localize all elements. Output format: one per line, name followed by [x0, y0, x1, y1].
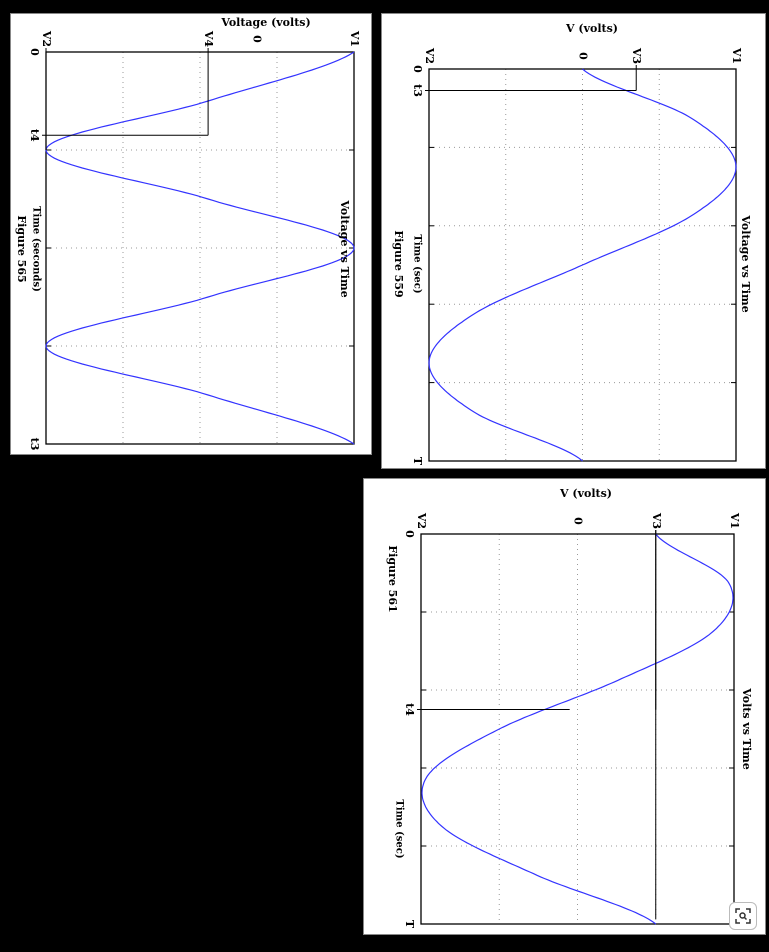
y-axis-label: V (volts) [565, 22, 618, 35]
y-tick-label: V4 [202, 30, 215, 48]
figure-caption: Figure 559 [392, 230, 405, 297]
x-tick-label: 0 [411, 65, 424, 73]
figure-565-panel: V2 V4 0 V1 0 t4 t3 Voltage vs Time Time (seconds… [10, 13, 372, 455]
y-tick-label: V2 [40, 30, 53, 47]
series-line-0 [428, 68, 737, 462]
x-axis-label: Time (sec) [394, 799, 405, 858]
y-tick-label: V3 [650, 512, 663, 529]
figure-559-panel: V2 0 V3 V1 0 t3 T Voltage vs Time Time (sec) Figu… [381, 13, 766, 469]
y-tick-label: V3 [630, 47, 643, 64]
y-tick-label: V1 [728, 512, 741, 529]
y-axis-label: V (volts) [559, 487, 612, 500]
x-tick-label: 0 [403, 530, 416, 538]
y-tick-label: V2 [415, 512, 428, 529]
chart-0: V2 V4 0 V1 0 t4 t3 Voltage vs Time Time (seconds… [15, 16, 361, 451]
y-tick-label: 0 [577, 52, 590, 60]
y-tick-label: 0 [251, 35, 264, 43]
y-axis-label: Voltage (volts) [220, 16, 310, 29]
y-tick-label: 0 [572, 517, 585, 525]
x-tick-label: t3 [411, 84, 424, 97]
plot-area [420, 533, 735, 925]
x-tick-label: t4 [28, 129, 41, 142]
x-axis-label: Time (seconds) [31, 206, 42, 292]
x-axis-label: Time (sec) [412, 234, 423, 293]
chart-title: Volts vs Time [740, 687, 753, 770]
x-tick-label: T [403, 920, 416, 929]
y-tick-label: V1 [348, 30, 361, 47]
chart-title: Voltage vs Time [739, 214, 752, 312]
figure-caption: Figure 565 [15, 215, 28, 282]
series-line-0 [45, 51, 355, 445]
figure-caption: Figure 561 [386, 545, 399, 612]
image-zoom-icon [735, 908, 751, 924]
x-tick-label: t4 [403, 703, 416, 716]
figure-561-panel: V2 0 V3 V1 0 t4 T Volts vs Time Time (sec) Figure… [363, 478, 766, 935]
x-tick-label: 0 [28, 48, 41, 56]
y-tick-label: V1 [730, 47, 743, 64]
image-zoom-button[interactable] [729, 902, 757, 930]
chart-title: Voltage vs Time [338, 199, 351, 297]
x-tick-label: t3 [28, 438, 41, 451]
y-tick-label: V2 [423, 47, 436, 64]
x-tick-label: T [411, 457, 424, 466]
series-line-0 [421, 533, 734, 925]
